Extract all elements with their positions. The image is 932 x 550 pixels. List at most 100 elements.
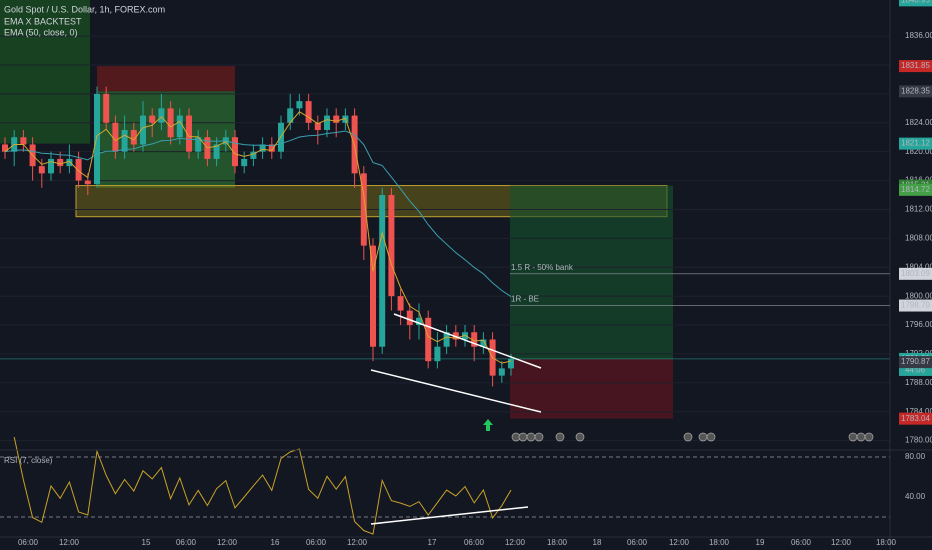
price-label-box bbox=[899, 183, 932, 196]
candle-body bbox=[425, 317, 432, 362]
candle-body bbox=[94, 93, 100, 185]
price-label-box bbox=[899, 137, 932, 150]
candle-body bbox=[416, 317, 422, 326]
candle-body bbox=[250, 151, 257, 159]
candle-body bbox=[452, 332, 459, 340]
candle-body bbox=[112, 122, 119, 152]
trendline bbox=[393, 313, 542, 369]
x-tick-label: 19 bbox=[756, 538, 765, 547]
price-label: 1814.72 bbox=[901, 185, 930, 194]
trendline bbox=[370, 369, 542, 413]
candle-body bbox=[296, 101, 303, 109]
x-tick-label: 18:00 bbox=[709, 538, 730, 547]
zone bbox=[510, 185, 673, 359]
zone bbox=[97, 66, 235, 92]
candle-body bbox=[379, 195, 386, 347]
candle-body bbox=[443, 332, 450, 347]
price-label-box bbox=[899, 60, 932, 73]
price-label-box bbox=[899, 356, 932, 369]
symbol-title: Gold Spot / U.S. Dollar, 1h, FOREX.com bbox=[4, 4, 165, 14]
arrow-up bbox=[483, 419, 493, 431]
price-label: 1803.09 bbox=[901, 269, 930, 278]
candle-body bbox=[232, 137, 238, 167]
rsi-label: RSI (7, close) bbox=[4, 456, 53, 465]
candle-body bbox=[370, 245, 376, 347]
countdown-box bbox=[899, 364, 932, 376]
candle-body bbox=[167, 108, 174, 138]
price-label: 1828.35 bbox=[901, 86, 930, 95]
y-tick-label: 1796.00 bbox=[905, 320, 932, 329]
event-icons bbox=[511, 432, 874, 442]
candle-body bbox=[158, 108, 165, 123]
x-tick-label: 16 bbox=[271, 538, 280, 547]
price-label: 1783.04 bbox=[901, 414, 930, 423]
candle-body bbox=[48, 158, 54, 174]
x-tick-label: 12:00 bbox=[669, 538, 690, 547]
candle-body bbox=[462, 332, 468, 340]
rsi-line bbox=[13, 436, 512, 535]
rsi-tick-label: 80.00 bbox=[905, 452, 926, 461]
x-tick-label: 15 bbox=[142, 538, 151, 547]
rsi-tick-label: 40.00 bbox=[905, 492, 926, 501]
price-label-box bbox=[899, 0, 932, 7]
x-tick-label: 06:00 bbox=[791, 538, 812, 547]
y-tick-label: 1800.00 bbox=[905, 291, 932, 300]
candle-body bbox=[388, 195, 395, 297]
x-tick-label: 06:00 bbox=[464, 538, 485, 547]
x-tick-label: 06:00 bbox=[18, 538, 39, 547]
candle-body bbox=[213, 144, 220, 159]
y-tick-label: 1836.00 bbox=[905, 31, 932, 40]
x-tick-label: 06:00 bbox=[176, 538, 197, 547]
price-label: 1798.70 bbox=[901, 301, 930, 310]
x-tick-label: 06:00 bbox=[306, 538, 327, 547]
candle-body bbox=[121, 130, 128, 152]
candle-body bbox=[314, 122, 321, 131]
price-label: 1790.87 bbox=[901, 357, 930, 366]
candle-body bbox=[434, 346, 441, 362]
candle-body bbox=[259, 144, 266, 152]
candle-body bbox=[57, 158, 64, 167]
candle-body bbox=[406, 310, 413, 326]
y-tick-label: 1788.00 bbox=[905, 378, 932, 387]
candle-body bbox=[268, 144, 275, 152]
candle-body bbox=[130, 130, 137, 145]
y-tick-label: 1808.00 bbox=[905, 233, 932, 242]
x-tick-label: 12:00 bbox=[505, 538, 526, 547]
candle-body bbox=[38, 166, 45, 174]
zone bbox=[97, 91, 235, 188]
candle-body bbox=[66, 158, 73, 167]
price-label-box bbox=[899, 85, 932, 98]
candle-body bbox=[195, 137, 202, 152]
y-tick-label: 1812.00 bbox=[905, 205, 932, 214]
candle-body bbox=[176, 115, 183, 138]
price-label: 1840.95 bbox=[901, 0, 930, 4]
countdown: 44:06 bbox=[905, 366, 926, 375]
y-tick-label: 1780.00 bbox=[905, 436, 932, 445]
y-tick-label: 1824.00 bbox=[905, 118, 932, 127]
x-tick-label: 12:00 bbox=[831, 538, 852, 547]
candle-body bbox=[305, 101, 312, 123]
ema-line bbox=[4, 130, 512, 298]
candle-body bbox=[480, 339, 487, 347]
candle-body bbox=[287, 108, 294, 123]
zone bbox=[510, 358, 673, 419]
candle-body bbox=[397, 296, 404, 311]
x-tick-label: 18 bbox=[593, 538, 602, 547]
candle-body bbox=[103, 93, 110, 123]
price-label: 1831.85 bbox=[901, 61, 930, 70]
price-label-box bbox=[899, 267, 932, 280]
candle-body bbox=[75, 158, 82, 181]
x-tick-label: 12:00 bbox=[59, 538, 80, 547]
candle-body bbox=[508, 358, 514, 369]
price-label-box bbox=[899, 299, 932, 312]
candle-body bbox=[186, 115, 192, 152]
candle-body bbox=[20, 137, 27, 145]
y-tick-label: 1820.00 bbox=[905, 147, 932, 156]
candle-body bbox=[241, 158, 248, 167]
zone bbox=[0, 0, 90, 144]
candle-body bbox=[149, 115, 156, 123]
indicator-label: EMA (50, close, 0) bbox=[4, 27, 78, 37]
x-tick-label: 18:00 bbox=[547, 538, 568, 547]
y-tick-label: 1784.00 bbox=[905, 407, 932, 416]
